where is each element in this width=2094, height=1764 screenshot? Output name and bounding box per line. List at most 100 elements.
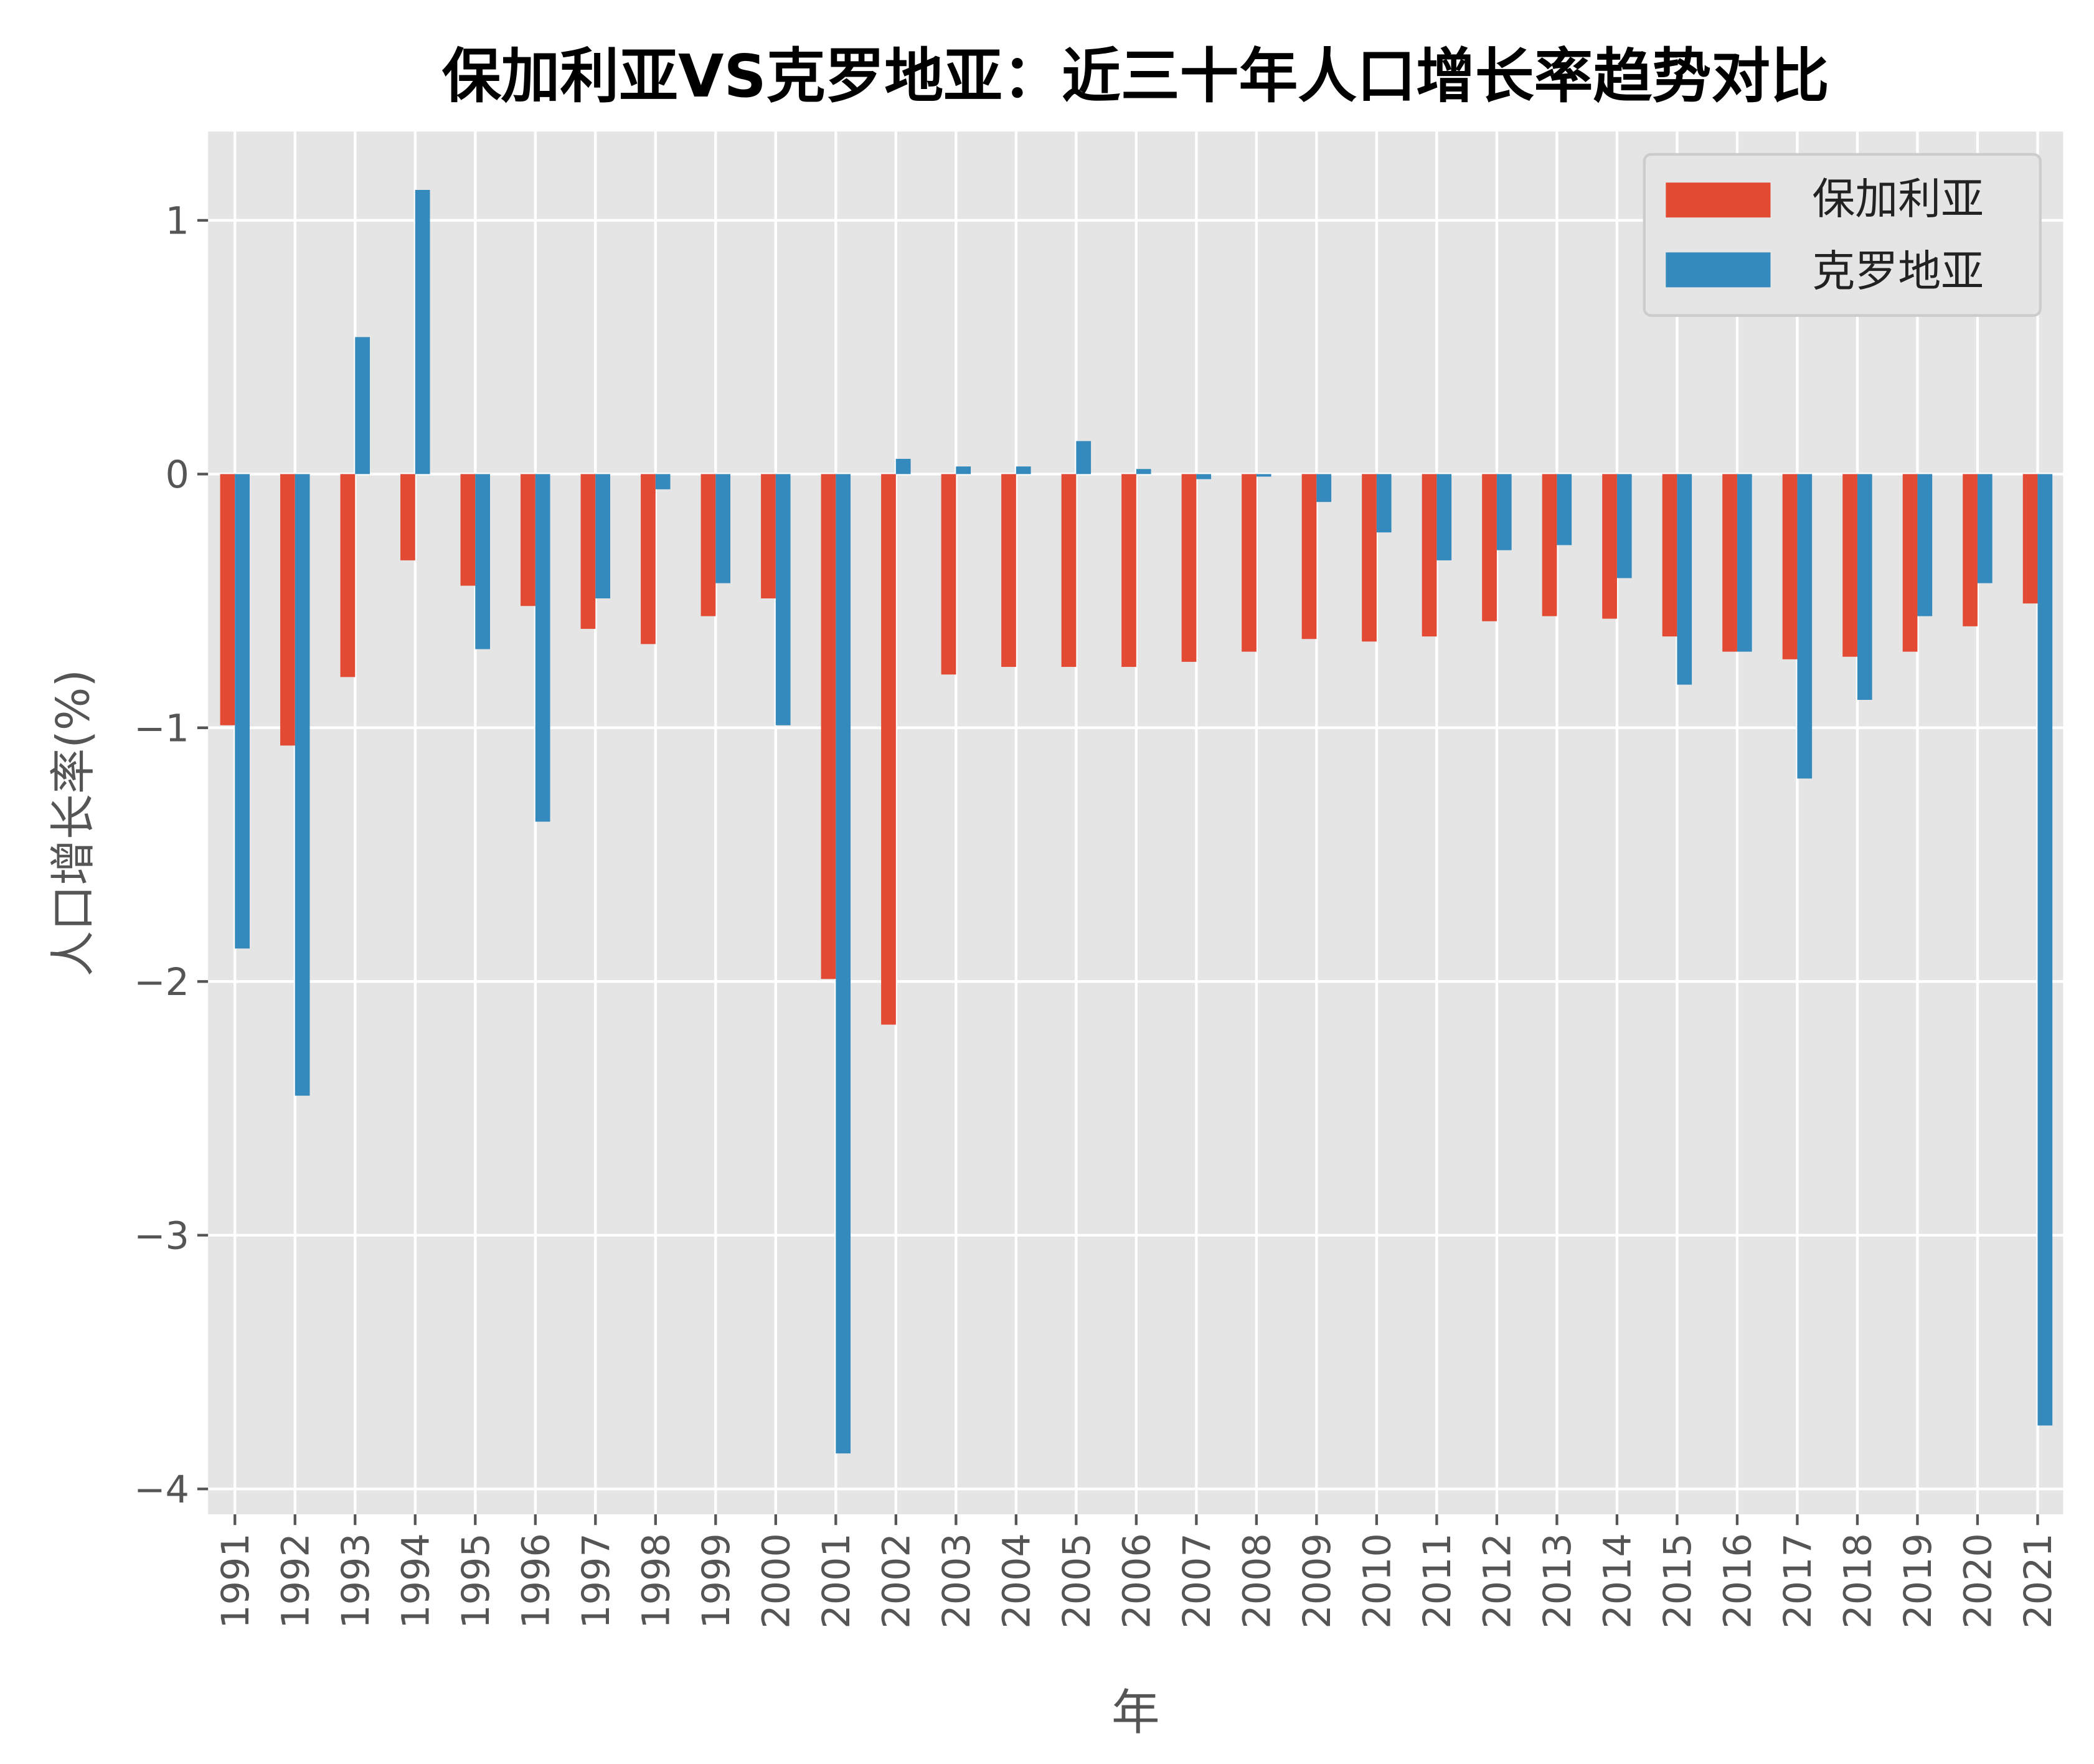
bar-croatia-2014 [1616, 474, 1632, 578]
bar-croatia-2002 [895, 458, 911, 474]
x-tick-label: 1992 [274, 1533, 318, 1629]
bar-bulgaria-1996 [521, 474, 535, 606]
x-tick-label: 2019 [1897, 1533, 1940, 1629]
bar-bulgaria-2019 [1902, 474, 1918, 652]
x-tick-label: 2013 [1536, 1533, 1580, 1629]
legend-swatch-croatia [1666, 252, 1771, 288]
y-tick-label: −2 [134, 961, 189, 1004]
y-tick-label: −4 [134, 1468, 189, 1512]
bar-croatia-2004 [1016, 466, 1031, 474]
bar-bulgaria-2016 [1722, 474, 1737, 652]
x-tick-label: 1998 [634, 1533, 678, 1629]
bar-bulgaria-2008 [1242, 474, 1257, 652]
bar-bulgaria-2005 [1061, 474, 1077, 667]
bar-croatia-2007 [1196, 474, 1212, 479]
bar-bulgaria-2017 [1782, 474, 1798, 659]
x-tick-label: 2021 [2017, 1533, 2060, 1629]
bar-bulgaria-1993 [340, 474, 356, 677]
bar-bulgaria-1992 [280, 474, 295, 746]
x-tick-label: 2016 [1716, 1533, 1760, 1629]
legend-label-bulgaria: 保加利亚 [1812, 174, 1984, 224]
bar-bulgaria-1995 [460, 474, 476, 586]
x-tick-label: 1991 [214, 1533, 258, 1629]
bar-bulgaria-2013 [1542, 474, 1557, 616]
bar-croatia-1999 [715, 474, 731, 583]
x-tick-label: 2009 [1296, 1533, 1339, 1629]
bar-bulgaria-2021 [2022, 474, 2038, 604]
x-tick-label: 1993 [334, 1533, 378, 1629]
bar-croatia-2012 [1496, 474, 1512, 550]
x-tick-label: 2011 [1416, 1533, 1460, 1629]
y-tick-label: 0 [166, 453, 189, 497]
y-tick-label: −1 [134, 707, 189, 750]
bar-bulgaria-1999 [700, 474, 716, 616]
bar-croatia-2016 [1737, 474, 1752, 652]
bar-croatia-1993 [355, 337, 370, 474]
bar-bulgaria-2014 [1602, 474, 1617, 619]
bar-bulgaria-2012 [1482, 474, 1497, 621]
bar-bulgaria-2011 [1422, 474, 1437, 637]
bar-bulgaria-2003 [941, 474, 956, 675]
bar-croatia-1996 [535, 474, 550, 822]
bar-croatia-2021 [2037, 474, 2053, 1426]
bar-croatia-2019 [1917, 474, 1933, 616]
y-axis-label: 人口增长率(%) [47, 669, 100, 976]
bar-croatia-2013 [1557, 474, 1572, 545]
legend: 保加利亚 克罗地亚 [1643, 153, 2042, 317]
x-tick-label: 2010 [1356, 1533, 1399, 1629]
bar-croatia-2000 [775, 474, 791, 725]
bar-bulgaria-2009 [1301, 474, 1317, 639]
x-tick-label: 2017 [1776, 1533, 1820, 1629]
bar-croatia-1991 [235, 474, 250, 949]
bar-bulgaria-2007 [1181, 474, 1197, 662]
x-tick-label: 2015 [1656, 1533, 1700, 1629]
bar-croatia-2020 [1977, 474, 1993, 583]
x-tick-label: 2001 [815, 1533, 859, 1629]
bar-bulgaria-2018 [1842, 474, 1857, 657]
bar-bulgaria-1994 [400, 474, 415, 560]
bar-bulgaria-1997 [580, 474, 596, 629]
bar-croatia-1997 [595, 474, 611, 599]
chart-title: 保加利亚VS克罗地亚：近三十年人口增长率趋势对比 [442, 42, 1829, 111]
bar-croatia-2011 [1436, 474, 1452, 560]
bar-croatia-2009 [1316, 474, 1332, 502]
legend-swatch-bulgaria [1666, 182, 1771, 218]
x-axis-label: 年 [1111, 1685, 1160, 1741]
bar-bulgaria-1998 [641, 474, 656, 644]
bar-bulgaria-2002 [881, 474, 896, 1025]
x-tick-label: 1997 [575, 1533, 618, 1629]
bar-croatia-1994 [415, 190, 430, 474]
bar-croatia-1998 [655, 474, 671, 489]
x-tick-label: 2008 [1235, 1533, 1279, 1629]
bar-croatia-1992 [295, 474, 310, 1096]
bar-croatia-1995 [475, 474, 490, 649]
x-tick-label: 2003 [935, 1533, 979, 1629]
x-tick-label: 2014 [1596, 1533, 1639, 1629]
y-tick-label: −3 [134, 1214, 189, 1258]
bar-croatia-2006 [1136, 469, 1151, 474]
bar-croatia-2005 [1076, 441, 1092, 474]
x-tick-label: 2002 [875, 1533, 918, 1629]
x-tick-label: 2018 [1836, 1533, 1880, 1629]
x-tick-label: 2004 [995, 1533, 1039, 1629]
bar-bulgaria-1991 [220, 474, 235, 725]
legend-label-croatia: 克罗地亚 [1812, 247, 1984, 296]
bar-bulgaria-2020 [1963, 474, 1978, 626]
bar-bulgaria-2015 [1662, 474, 1677, 637]
bar-bulgaria-2006 [1121, 474, 1136, 667]
x-tick-label: 1996 [514, 1533, 558, 1629]
x-tick-label: 1995 [455, 1533, 498, 1629]
bar-croatia-2017 [1797, 474, 1813, 779]
bar-bulgaria-2000 [761, 474, 776, 599]
x-tick-label: 2020 [1957, 1533, 2001, 1629]
y-tick-label: 1 [166, 199, 189, 243]
bar-croatia-2003 [956, 466, 971, 474]
x-tick-label: 2000 [755, 1533, 798, 1629]
bar-bulgaria-2010 [1362, 474, 1377, 642]
bar-bulgaria-2001 [821, 474, 836, 979]
bar-croatia-2001 [836, 474, 851, 1454]
x-tick-label: 2005 [1055, 1533, 1099, 1629]
bar-croatia-2015 [1677, 474, 1692, 685]
x-tick-label: 2006 [1115, 1533, 1159, 1629]
